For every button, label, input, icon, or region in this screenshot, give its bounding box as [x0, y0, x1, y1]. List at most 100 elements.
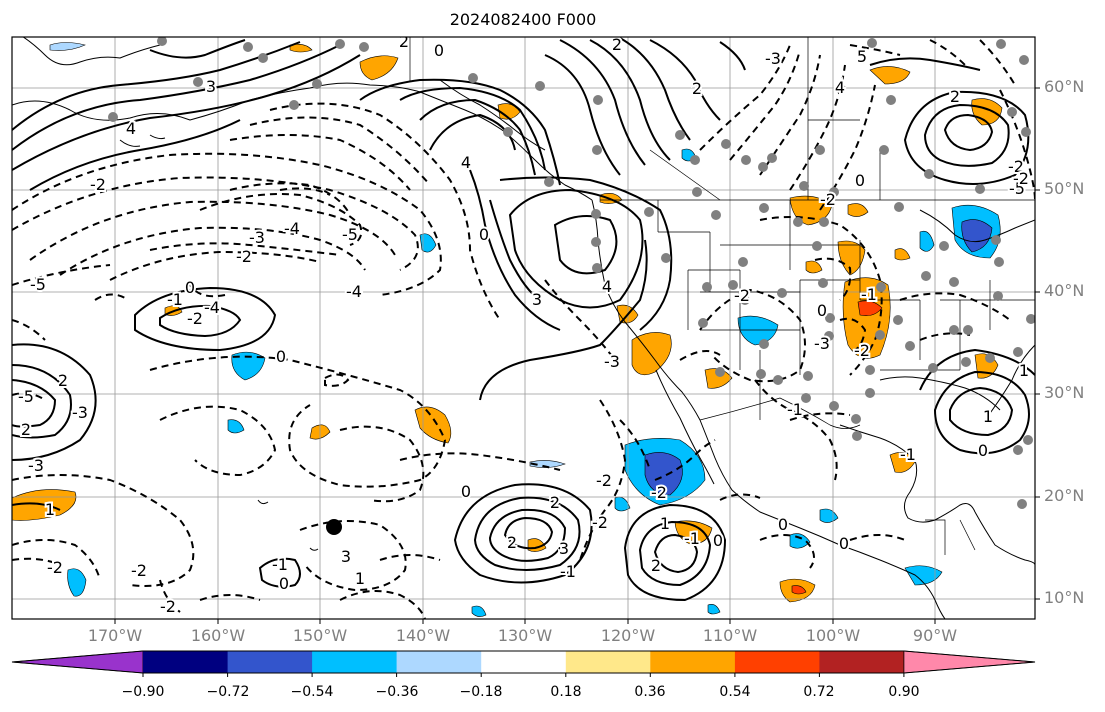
station-dot	[949, 277, 959, 287]
station-dot	[661, 253, 671, 263]
contour-label: 2	[950, 87, 960, 106]
contour-label: -3	[814, 334, 830, 353]
station-dot	[793, 217, 803, 227]
station-dot	[1013, 445, 1023, 455]
station-dot	[773, 375, 783, 385]
contour-label: 2	[399, 32, 409, 51]
contour-label: 4	[602, 277, 612, 296]
station-dot	[1017, 499, 1027, 509]
station-dot	[924, 169, 934, 179]
contour-label: -5	[18, 387, 34, 406]
contour-label: 2	[651, 556, 661, 575]
anomaly-blue	[419, 233, 437, 253]
colorbar-segment	[312, 651, 398, 673]
contour-label: -2	[592, 513, 608, 532]
contours-negative	[12, 39, 1035, 619]
contour-label: 1	[1019, 361, 1029, 380]
colorbar-segment	[734, 651, 820, 673]
station-dot	[243, 42, 253, 52]
contour-label: -3	[604, 352, 620, 371]
contour-label: -5	[30, 275, 46, 294]
anomaly-blue	[789, 533, 811, 549]
station-dot	[949, 325, 959, 335]
colorbar-segment	[396, 651, 482, 673]
contour-label: 3	[559, 539, 569, 558]
station-dot	[829, 401, 839, 411]
station-dot	[675, 130, 685, 140]
contour-label: -1	[787, 400, 803, 419]
colorbar-tick-label: −0.18	[459, 684, 503, 700]
contour-label: -1	[684, 529, 700, 548]
contour-label: -2	[187, 309, 203, 328]
lat-label: 30°N	[1044, 383, 1085, 402]
station-dot	[1013, 347, 1023, 357]
lat-lon-grid	[12, 37, 1035, 619]
contour-label: 3	[206, 77, 216, 96]
contour-label: 4	[835, 78, 845, 97]
contour-label: -3	[72, 403, 88, 422]
contour-label: 4	[461, 153, 471, 172]
contour-label: 2	[550, 493, 560, 512]
station-dot	[876, 282, 886, 292]
contour-label: -4	[346, 282, 362, 301]
station-dot	[818, 278, 828, 288]
station-markers	[108, 37, 1035, 509]
lat-label: 40°N	[1044, 281, 1085, 300]
lat-label: 60°N	[1044, 77, 1085, 96]
contour-label: 4	[126, 119, 136, 138]
anomaly-orange	[869, 66, 911, 85]
station-dot	[812, 241, 822, 251]
station-dot	[836, 84, 846, 94]
contour-label: -2	[160, 597, 176, 616]
station-dot	[803, 371, 813, 381]
contour-label: -4	[284, 219, 300, 238]
station-dot	[544, 177, 554, 187]
map-title: 2024082400 F000	[449, 10, 597, 29]
contour-label: -2	[90, 175, 106, 194]
contour-label: -2	[236, 247, 252, 266]
storm-center-marker	[326, 519, 342, 535]
station-dot	[711, 210, 721, 220]
contour-label: -3	[28, 456, 44, 475]
contour-label: 0	[855, 171, 865, 190]
anomaly-blue	[707, 604, 721, 615]
station-dot	[767, 153, 777, 163]
contour-label: 2	[692, 79, 702, 98]
station-dot	[824, 331, 834, 341]
contour-label: 0	[434, 41, 444, 60]
anomaly-navy	[961, 219, 993, 253]
contour-label: 0	[839, 534, 849, 553]
colorbar-tick-label: −0.54	[290, 684, 334, 700]
station-dot	[1023, 435, 1033, 445]
contour-label: 3	[341, 547, 351, 566]
contour-label: 0	[817, 301, 827, 320]
station-dot	[852, 431, 862, 441]
anomaly-blue	[919, 231, 935, 252]
colorbar-tick-label: 0.54	[719, 684, 751, 700]
anomaly-navy	[644, 452, 683, 496]
station-dot	[975, 184, 985, 194]
station-dot	[865, 388, 875, 398]
lon-label: 100°W	[805, 626, 861, 645]
colorbar-tick-label: 0.90	[888, 684, 920, 700]
station-dot	[359, 42, 369, 52]
station-dot	[698, 318, 708, 328]
lon-label: 160°W	[190, 626, 246, 645]
contour-label: -2	[820, 190, 836, 209]
station-dot	[738, 257, 748, 267]
lat-label: 20°N	[1044, 486, 1085, 505]
contour-label: 3	[532, 290, 542, 309]
contour-label: 0	[461, 482, 471, 501]
station-dot	[503, 127, 513, 137]
lon-label: 110°W	[702, 626, 758, 645]
station-dot	[799, 181, 809, 191]
station-dot	[994, 257, 1004, 267]
station-dot	[867, 38, 877, 48]
lon-label: 120°W	[600, 626, 656, 645]
anomaly-orange	[847, 203, 869, 217]
lon-label: 130°W	[497, 626, 553, 645]
station-dot	[985, 353, 995, 363]
station-dot	[702, 282, 712, 292]
station-dot	[819, 217, 829, 227]
